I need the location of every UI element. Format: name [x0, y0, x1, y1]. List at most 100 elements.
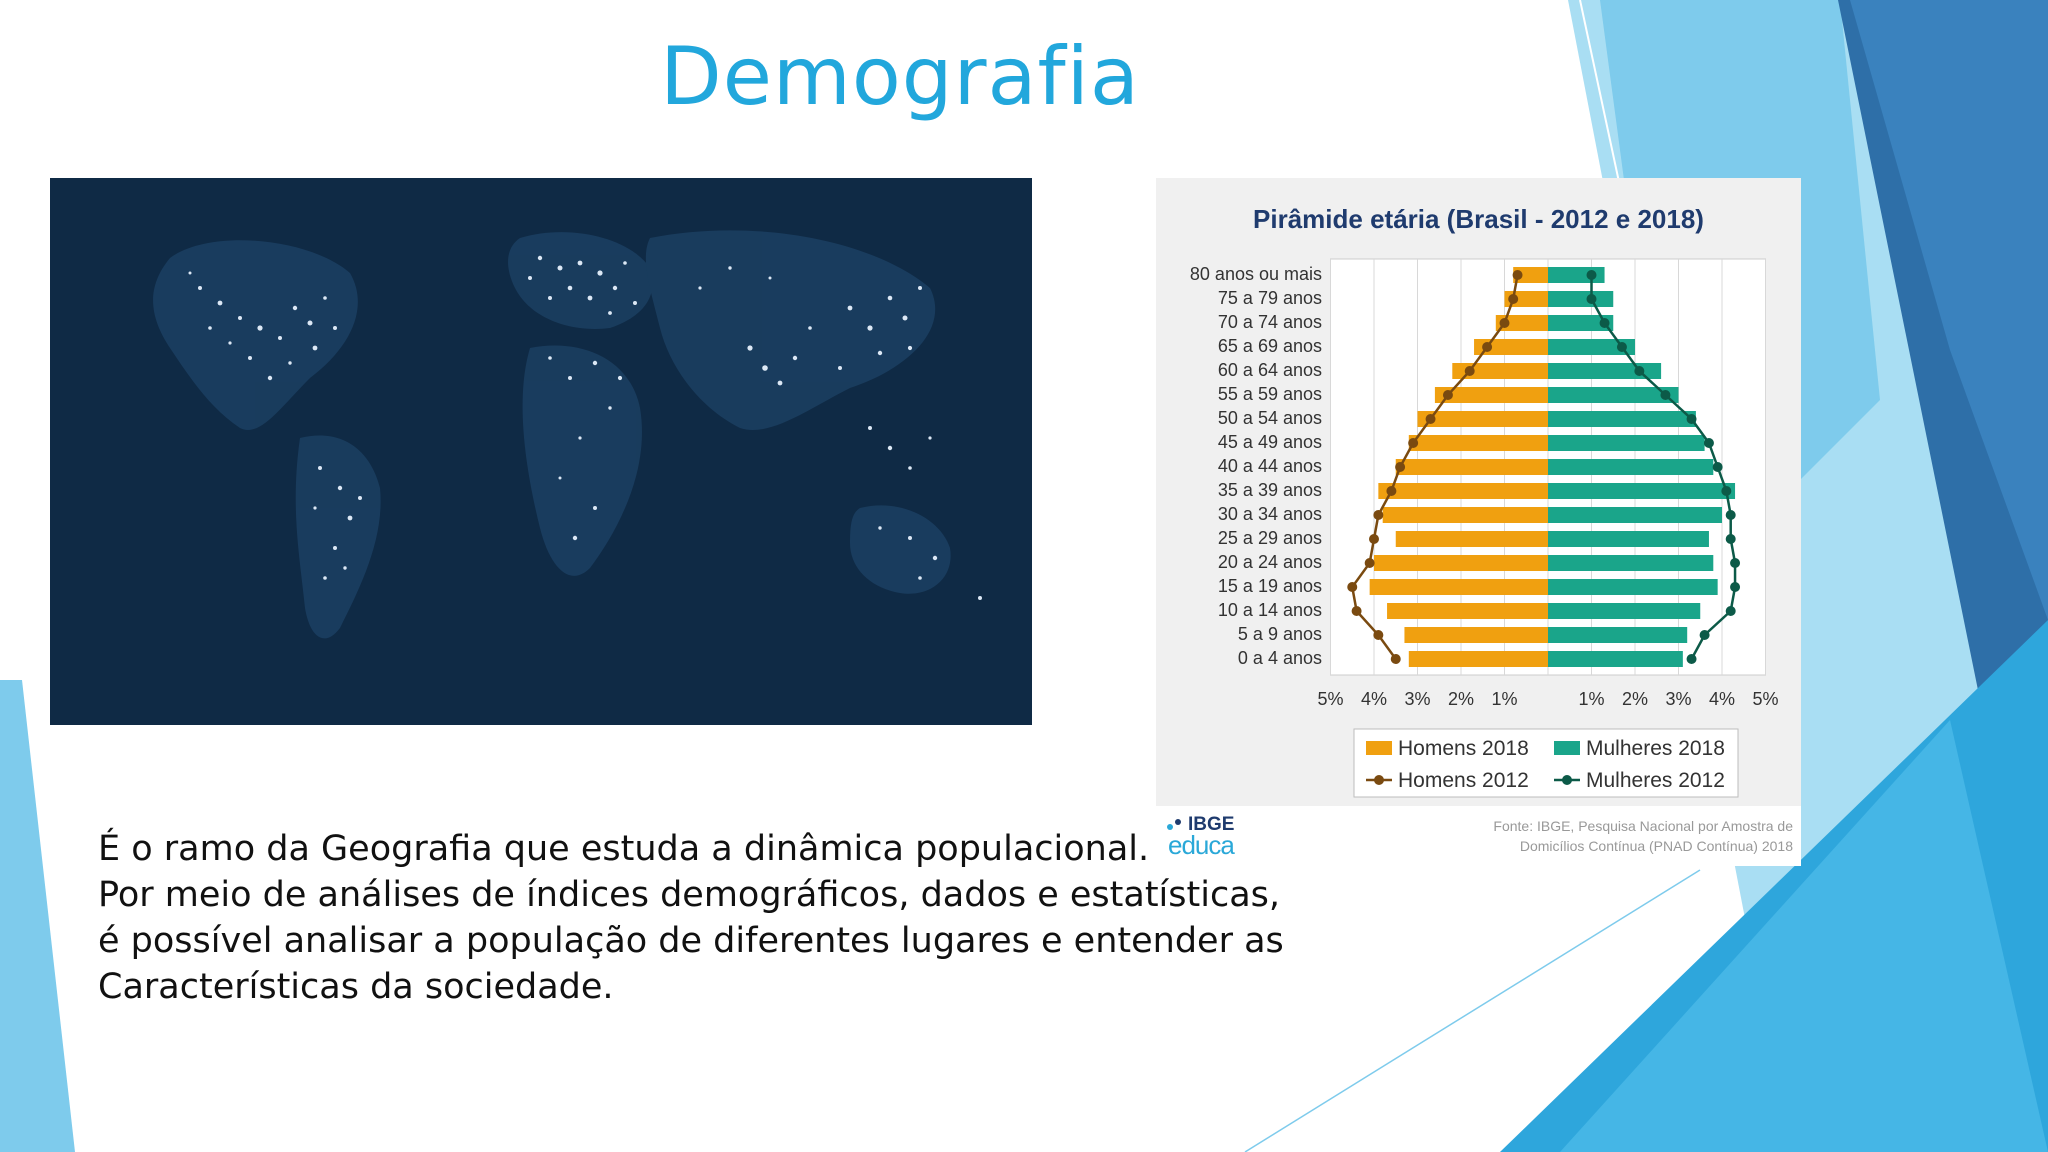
mulheres-2012-point	[1634, 366, 1645, 376]
bar-mulheres-2018	[1548, 459, 1714, 475]
mulheres-2012-point	[1616, 342, 1627, 352]
mulheres-2012-point	[1725, 534, 1736, 544]
logo-educa-text: educa	[1168, 830, 1235, 860]
age-group-label: 50 a 54 anos	[1218, 408, 1322, 428]
bar-mulheres-2018	[1548, 579, 1718, 595]
age-group-label: 55 a 59 anos	[1218, 384, 1322, 404]
x-tick-label: 1%	[1491, 689, 1517, 709]
bar-mulheres-2018	[1548, 627, 1688, 643]
world-map-night-lights-icon	[153, 230, 982, 639]
age-group-label: 60 a 64 anos	[1218, 360, 1322, 380]
homens-2012-point	[1347, 582, 1358, 592]
bar-mulheres-2018	[1548, 531, 1709, 547]
bar-mulheres-2018	[1548, 387, 1679, 403]
mulheres-2012-point	[1712, 462, 1723, 472]
legend-swatch	[1366, 741, 1392, 755]
homens-2012-point	[1364, 558, 1375, 568]
legend-entry-label: Homens 2012	[1398, 769, 1529, 792]
homens-2012-point	[1464, 366, 1475, 376]
legend-entry-label: Mulheres 2018	[1586, 737, 1725, 760]
mulheres-2012-point	[1721, 486, 1732, 496]
x-tick-label: 4%	[1361, 689, 1387, 709]
mulheres-2012-point	[1699, 630, 1710, 640]
age-group-label: 10 a 14 anos	[1218, 600, 1322, 620]
world-map-image	[50, 178, 1032, 725]
legend-entry-label: Homens 2018	[1398, 737, 1529, 760]
bar-homens-2018	[1378, 483, 1548, 499]
source-line-2: Domicílios Contínua (PNAD Contínua) 2018	[1519, 838, 1793, 854]
x-tick-label: 2%	[1622, 689, 1648, 709]
age-group-label: 25 a 29 anos	[1218, 528, 1322, 548]
legend-box	[1353, 728, 1739, 798]
age-group-label: 30 a 34 anos	[1218, 504, 1322, 524]
legend-point-swatch	[1562, 775, 1572, 785]
bar-homens-2018	[1382, 507, 1548, 523]
homens-2012-point	[1512, 270, 1523, 280]
x-tick-label: 3%	[1404, 689, 1430, 709]
bar-mulheres-2018	[1548, 411, 1696, 427]
description-line-4: Características da sociedade.	[98, 967, 614, 1007]
bar-mulheres-2018	[1548, 651, 1683, 667]
homens-2012-point	[1442, 390, 1453, 400]
bar-mulheres-2018	[1548, 603, 1701, 619]
population-pyramid-chart: Pirâmide etária (Brasil - 2012 e 2018) 8…	[1156, 178, 1801, 806]
source-note: Fonte: IBGE, Pesquisa Nacional por Amost…	[1393, 816, 1793, 856]
homens-2012-point	[1482, 342, 1493, 352]
bar-homens-2018	[1452, 363, 1548, 379]
bar-homens-2018	[1374, 555, 1548, 571]
bar-mulheres-2018	[1548, 483, 1736, 499]
bar-mulheres-2018	[1548, 291, 1614, 307]
bar-homens-2018	[1474, 339, 1548, 355]
homens-2012-point	[1373, 510, 1384, 520]
homens-2012-point	[1386, 486, 1397, 496]
bar-homens-2018	[1404, 627, 1548, 643]
bar-homens-2018	[1513, 267, 1548, 283]
description-text: É o ramo da Geografia que estuda a dinâm…	[98, 826, 1284, 1010]
age-group-label: 45 a 49 anos	[1218, 432, 1322, 452]
x-tick-label: 3%	[1665, 689, 1691, 709]
bar-mulheres-2018	[1548, 339, 1635, 355]
bar-homens-2018	[1395, 531, 1548, 547]
bar-homens-2018	[1395, 459, 1548, 475]
bg-stripe-left	[0, 680, 75, 1152]
bar-mulheres-2018	[1548, 435, 1705, 451]
bar-homens-2018	[1417, 411, 1548, 427]
age-group-label: 80 anos ou mais	[1190, 264, 1322, 284]
chart-footer: IBGE educa Fonte: IBGE, Pesquisa Naciona…	[1156, 806, 1801, 866]
legend-point-swatch	[1374, 775, 1384, 785]
homens-2012-point	[1508, 294, 1519, 304]
bar-homens-2018	[1369, 579, 1548, 595]
pyramid-plot: 80 anos ou mais 75 a 79 anos 70 a 74 anos 6…	[1190, 258, 1779, 798]
age-group-label: 35 a 39 anos	[1218, 480, 1322, 500]
mulheres-2012-point	[1660, 390, 1671, 400]
age-group-label: 5 a 9 anos	[1238, 624, 1322, 644]
age-group-label: 20 a 24 anos	[1218, 552, 1322, 572]
description-line-2: Por meio de análises de índices demográf…	[98, 875, 1281, 915]
age-group-label: 40 a 44 anos	[1218, 456, 1322, 476]
legend-swatch	[1554, 741, 1580, 755]
legend-entry-label: Mulheres 2012	[1586, 769, 1725, 792]
mulheres-2012-point	[1599, 318, 1610, 328]
x-tick-label: 1%	[1578, 689, 1604, 709]
slide-title: Demografia	[660, 30, 1140, 123]
x-tick-label: 5%	[1317, 689, 1343, 709]
mulheres-2012-point	[1703, 438, 1714, 448]
mulheres-2012-point	[1686, 654, 1697, 664]
description-line-1: É o ramo da Geografia que estuda a dinâm…	[98, 829, 1150, 869]
homens-2012-point	[1390, 654, 1401, 664]
logo-ibge-text: IBGE	[1188, 814, 1235, 835]
mulheres-2012-point	[1586, 294, 1597, 304]
age-group-label: 75 a 79 anos	[1218, 288, 1322, 308]
bar-mulheres-2018	[1548, 315, 1614, 331]
x-tick-label: 5%	[1752, 689, 1778, 709]
age-group-label: 0 a 4 anos	[1238, 648, 1322, 668]
mulheres-2012-point	[1586, 270, 1597, 280]
age-group-label: 70 a 74 anos	[1218, 312, 1322, 332]
bg-triangle-lower2	[1560, 720, 2048, 1152]
mulheres-2012-point	[1725, 510, 1736, 520]
ibge-educa-logo: IBGE educa	[1166, 814, 1266, 864]
bg-thin-line	[1244, 869, 1701, 1152]
description-line-3: é possível analisar a população de difer…	[98, 921, 1284, 961]
chart-title: Pirâmide etária (Brasil - 2012 e 2018)	[1253, 204, 1704, 234]
homens-2012-point	[1499, 318, 1510, 328]
